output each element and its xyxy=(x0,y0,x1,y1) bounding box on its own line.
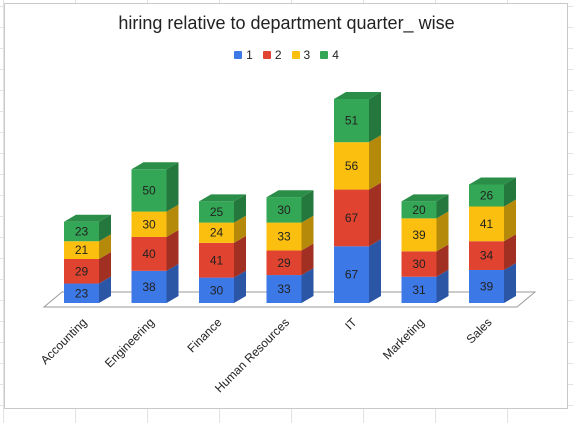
bar-sales-series-3-label: 41 xyxy=(480,217,494,231)
bar-engineering-series-2-side xyxy=(167,230,179,271)
bar-finance-series-2-label: 41 xyxy=(210,253,224,267)
bar-sales-series-1-label: 39 xyxy=(480,279,494,293)
bar-finance-series-2-side xyxy=(234,236,246,278)
bar-stack-it: 67 67 56 51 xyxy=(334,92,381,303)
bar-it-series-2-label: 67 xyxy=(345,211,359,225)
bar-human-resources-series-2-label: 29 xyxy=(277,256,291,270)
bar-sales-series-2-label: 34 xyxy=(480,249,494,263)
bar-accounting-series-1-label: 23 xyxy=(75,286,89,300)
bar-stack-finance: 30 41 24 25 xyxy=(199,194,246,303)
bar-stack-accounting: 23 29 21 23 xyxy=(64,215,111,303)
bar-it-series-3-label: 56 xyxy=(345,159,359,173)
bar-accounting-series-4-label: 23 xyxy=(75,224,89,238)
bar-it-series-1-side xyxy=(369,239,381,303)
bar-human-resources-series-1-label: 33 xyxy=(277,282,291,296)
bar-engineering-series-1-label: 38 xyxy=(142,280,156,294)
bar-human-resources-series-3-label: 33 xyxy=(277,230,291,244)
bar-it-series-3-side xyxy=(369,135,381,189)
bar-stack-sales: 39 34 41 26 xyxy=(469,177,516,303)
bar-stack-engineering: 38 40 30 50 xyxy=(132,162,179,303)
bar-stack-marketing: 31 30 39 20 xyxy=(402,194,449,303)
x-tick-label-accounting: Accounting xyxy=(38,315,90,367)
bar-it-series-4-label: 51 xyxy=(345,114,359,128)
x-tick-label-human-resources: Human Resources xyxy=(212,315,292,395)
bar-finance-series-1-label: 30 xyxy=(210,283,224,297)
bar-marketing-series-3-side xyxy=(437,211,449,251)
bar-engineering-series-4-side xyxy=(167,162,179,211)
x-tick-label-finance: Finance xyxy=(185,315,225,355)
bar-it-series-4-side xyxy=(369,92,381,142)
bar-stack-human-resources: 33 29 33 30 xyxy=(267,190,314,303)
bar-engineering-series-2-label: 40 xyxy=(142,247,156,261)
x-tick-label-engineering: Engineering xyxy=(102,315,157,370)
bar-sales-series-4-label: 26 xyxy=(480,188,494,202)
bar-marketing-series-1-label: 31 xyxy=(412,283,426,297)
x-tick-label-sales: Sales xyxy=(463,315,494,346)
bar-finance-series-3-label: 24 xyxy=(210,226,224,240)
x-tick-label-it: IT xyxy=(342,315,360,333)
x-tick-label-marketing: Marketing xyxy=(380,315,427,362)
bar-accounting-series-2-label: 29 xyxy=(75,264,89,278)
bar-engineering-series-3-label: 30 xyxy=(142,217,156,231)
bar-it-series-1-label: 67 xyxy=(345,268,359,282)
bar-accounting-series-3-label: 21 xyxy=(75,243,89,257)
bar-finance-series-4-label: 25 xyxy=(210,205,224,219)
bar-marketing-series-3-label: 39 xyxy=(412,228,426,242)
bar-human-resources-series-4-label: 30 xyxy=(277,203,291,217)
bar-marketing-series-2-label: 30 xyxy=(412,257,426,271)
bar-marketing-series-4-label: 20 xyxy=(412,203,426,217)
bar-it-series-2-side xyxy=(369,183,381,247)
bar-sales-series-3-side xyxy=(504,200,516,242)
bar-sales-series-1-side xyxy=(504,263,516,303)
bar-engineering-series-4-label: 50 xyxy=(142,183,156,197)
